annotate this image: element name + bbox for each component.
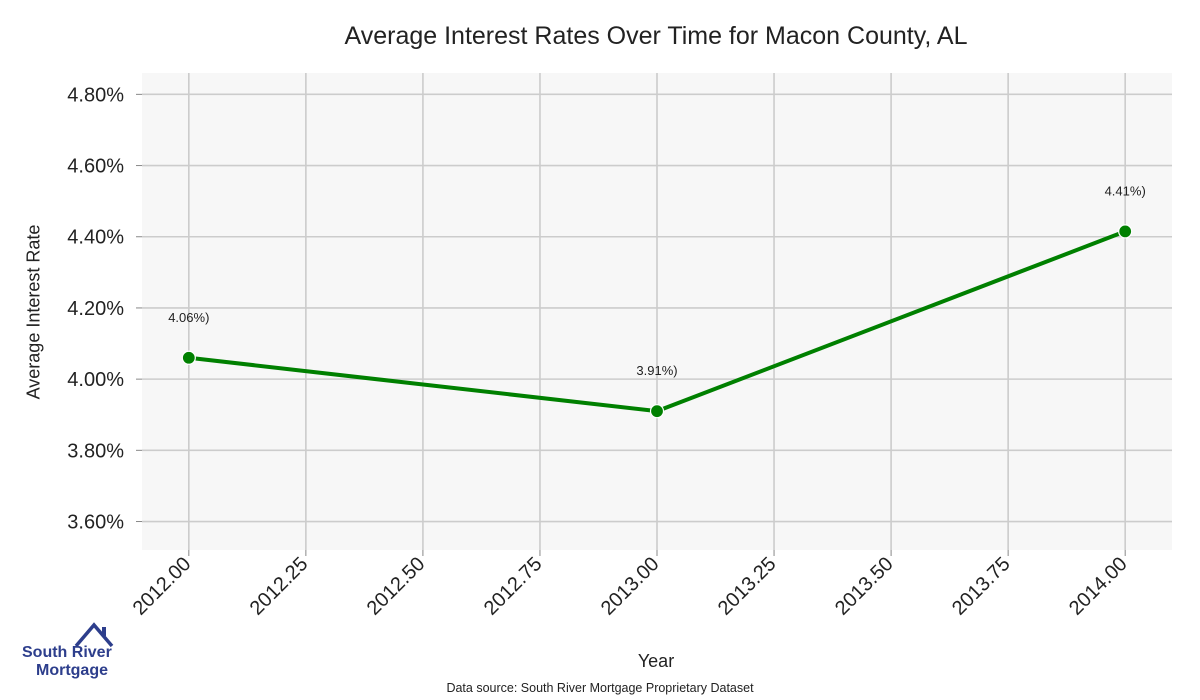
data-label: 4.41%) bbox=[1105, 183, 1146, 198]
x-tick-label: 2013.50 bbox=[831, 553, 898, 620]
logo-text-line2: Mortgage bbox=[36, 662, 108, 679]
x-axis-label: Year bbox=[637, 651, 675, 671]
y-tick-label: 3.60% bbox=[67, 512, 124, 534]
grid-lines bbox=[142, 73, 1172, 550]
chart-title: Average Interest Rates Over Time for Mac… bbox=[344, 22, 968, 50]
x-tick-label: 2013.75 bbox=[948, 553, 1015, 620]
x-tick-label: 2014.00 bbox=[1065, 553, 1132, 620]
data-label: 3.91%) bbox=[636, 363, 677, 378]
y-tick-label: 4.00% bbox=[67, 369, 124, 391]
data-point bbox=[181, 350, 196, 365]
y-axis-ticks: 3.60% 3.80% 4.00% 4.20% 4.40% 4.60% 4.80% bbox=[67, 84, 142, 534]
y-tick-label: 4.60% bbox=[67, 156, 124, 178]
x-tick-label: 2012.50 bbox=[363, 553, 430, 620]
y-tick-label: 4.20% bbox=[67, 298, 124, 320]
data-point bbox=[1118, 224, 1133, 239]
logo-text-line1: South River bbox=[22, 644, 112, 661]
x-tick-label: 2012.00 bbox=[129, 553, 196, 620]
x-tick-label: 2012.25 bbox=[246, 553, 313, 620]
series-group: 4.06%) 3.91%) 4.41%) bbox=[168, 183, 1146, 419]
data-source-note: Data source: South River Mortgage Propri… bbox=[446, 681, 754, 695]
y-tick-label: 4.40% bbox=[67, 227, 124, 249]
y-tick-label: 3.80% bbox=[67, 440, 124, 462]
x-tick-label: 2013.00 bbox=[597, 553, 664, 620]
y-axis-label: Average Interest Rate bbox=[23, 224, 44, 400]
x-tick-label: 2013.25 bbox=[714, 553, 781, 620]
y-tick-label: 4.80% bbox=[67, 84, 124, 106]
house-icon bbox=[74, 622, 114, 648]
data-point bbox=[649, 404, 665, 419]
company-logo: South River Mortgage bbox=[22, 622, 118, 682]
x-axis-ticks: 2012.00 2012.25 2012.50 2012.75 2013.00 2013.… bbox=[129, 550, 1132, 620]
x-tick-label: 2012.75 bbox=[480, 553, 547, 620]
data-label: 4.06%) bbox=[168, 310, 209, 325]
